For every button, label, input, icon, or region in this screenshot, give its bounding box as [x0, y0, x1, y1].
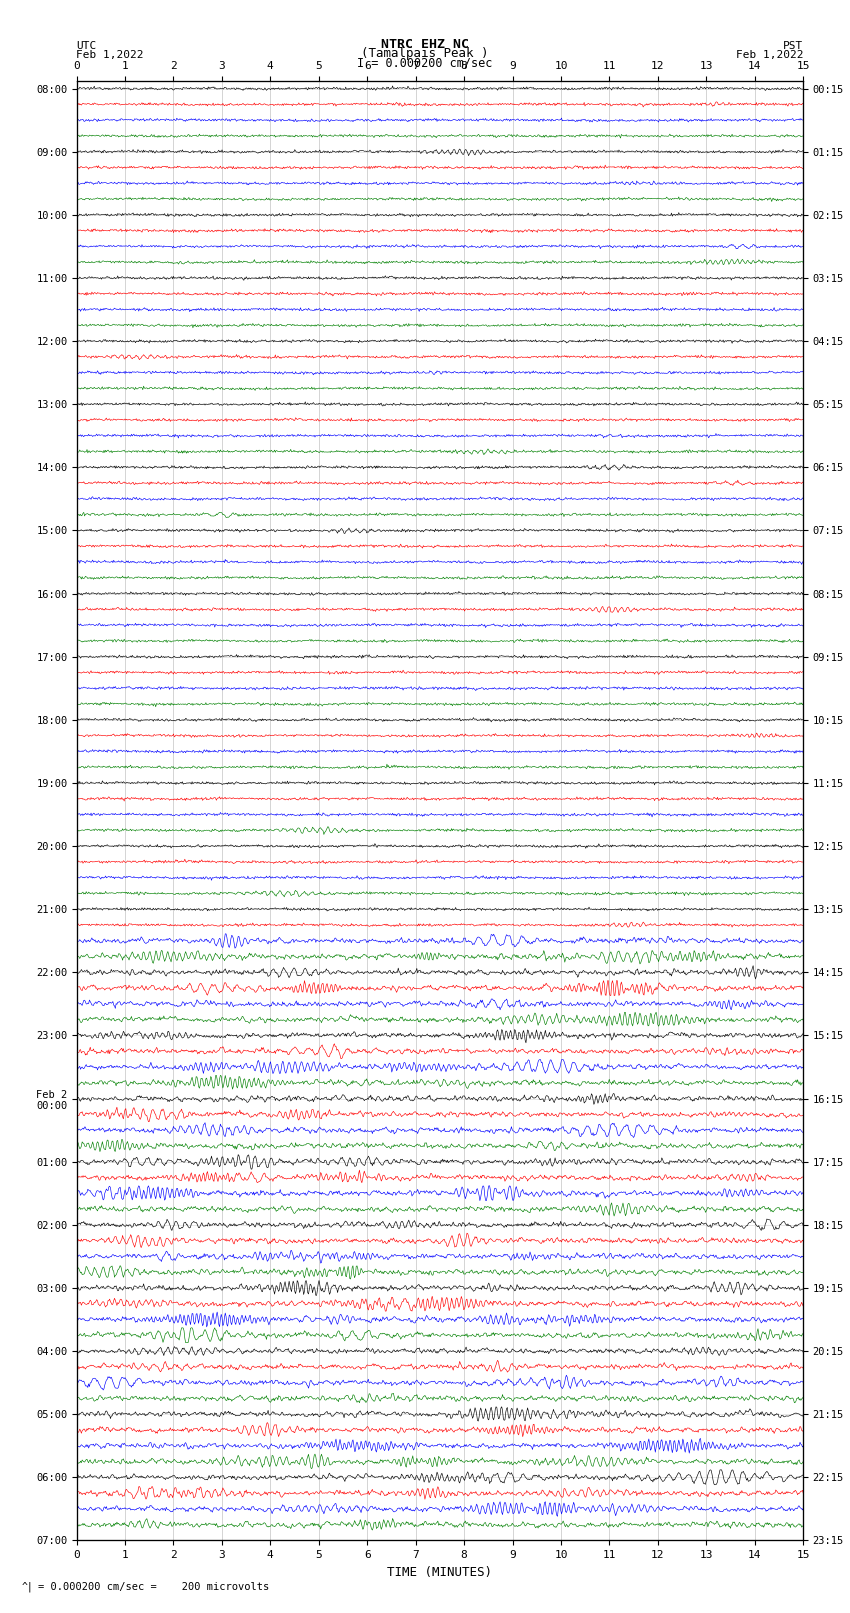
Text: Feb 1,2022: Feb 1,2022	[76, 50, 144, 60]
Text: = 0.000200 cm/sec =    200 microvolts: = 0.000200 cm/sec = 200 microvolts	[38, 1582, 269, 1592]
Text: ^|: ^|	[21, 1581, 33, 1592]
Text: I = 0.000200 cm/sec: I = 0.000200 cm/sec	[357, 56, 493, 69]
Text: (Tamalpais Peak ): (Tamalpais Peak )	[361, 47, 489, 60]
Text: Feb 1,2022: Feb 1,2022	[736, 50, 803, 60]
X-axis label: TIME (MINUTES): TIME (MINUTES)	[388, 1566, 492, 1579]
Text: NTRC EHZ NC: NTRC EHZ NC	[381, 37, 469, 50]
Text: UTC: UTC	[76, 40, 97, 50]
Text: PST: PST	[783, 40, 803, 50]
